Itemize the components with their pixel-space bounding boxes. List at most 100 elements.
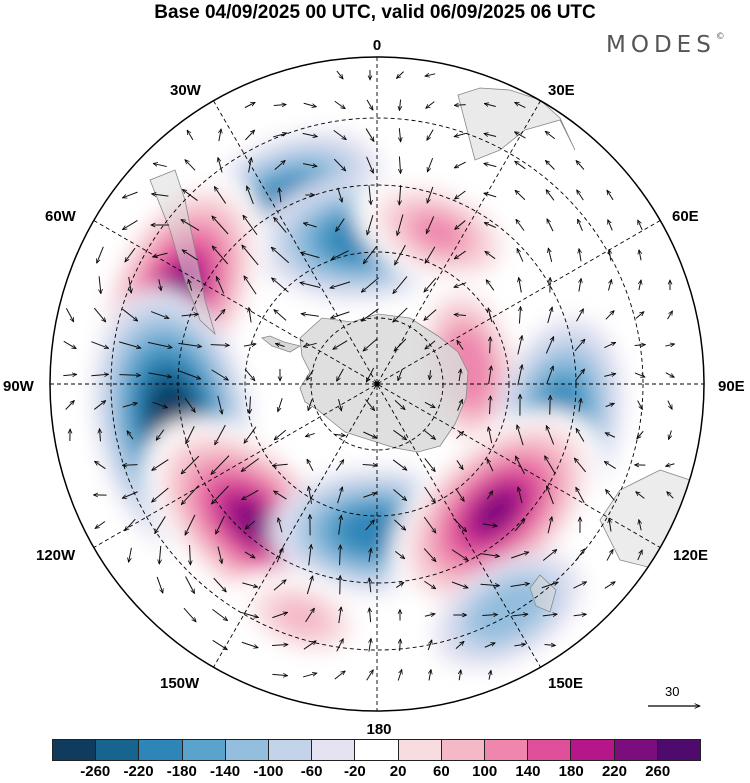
- wind-vector: [369, 548, 371, 562]
- wind-vector: [515, 456, 525, 475]
- lon-label-120e: 120E: [673, 547, 708, 564]
- wind-vector: [365, 128, 374, 142]
- wind-vector: [574, 339, 585, 352]
- wind-vector: [455, 220, 466, 230]
- wind-vector: [667, 400, 673, 410]
- wind-vector: [515, 132, 526, 139]
- wind-vector: [424, 430, 436, 440]
- wind-vector: [667, 311, 673, 320]
- wind-vector: [212, 216, 229, 235]
- wind-vector: [215, 515, 225, 534]
- wind-vector: [249, 308, 251, 323]
- wind-vector: [363, 431, 376, 439]
- wind-vector: [244, 101, 255, 109]
- colorbar-swatch: [398, 740, 442, 760]
- wind-vector: [490, 396, 491, 415]
- wind-vector: [244, 276, 257, 295]
- wind-vector: [459, 670, 461, 681]
- wind-vector: [578, 219, 583, 231]
- colorbar-tick-label: -20: [344, 763, 366, 780]
- wind-vector: [393, 429, 406, 439]
- wind-vector: [545, 456, 556, 475]
- colorbar-tick-label: 20: [389, 763, 407, 780]
- lon-label-180: 180: [366, 721, 391, 738]
- colorbar-tick-label: 220: [601, 763, 627, 780]
- wind-vector: [213, 577, 227, 592]
- wind-vector: [185, 426, 195, 443]
- lon-label-120w: 120W: [36, 547, 76, 564]
- wind-vector: [159, 545, 161, 564]
- wind-vector: [546, 190, 555, 201]
- wind-vector: [454, 105, 466, 106]
- colorbar-swatch: [225, 740, 270, 760]
- colorbar-swatch: [485, 740, 529, 760]
- wind-vector: [575, 369, 584, 382]
- wind-vector: [605, 311, 614, 320]
- colorbar: [52, 739, 701, 761]
- wind-vector: [516, 219, 525, 231]
- lon-label-150w: 150W: [160, 675, 200, 692]
- anomaly-contour: [412, 214, 464, 251]
- wind-vector: [515, 190, 526, 201]
- wind-vector: [573, 614, 587, 616]
- wind-vector: [340, 545, 341, 566]
- wind-vector: [454, 161, 466, 169]
- wind-vector: [125, 247, 136, 262]
- wind-vector: [541, 582, 558, 589]
- wind-vector: [211, 369, 229, 380]
- wind-vector: [546, 366, 554, 385]
- antarctic-peninsula: [261, 335, 302, 353]
- wind-vector: [545, 131, 556, 140]
- wind-vector: [188, 279, 193, 291]
- new-zealand-coast: [529, 574, 557, 613]
- wind-vector: [424, 486, 436, 503]
- wind-vector: [424, 277, 437, 292]
- wind-vector: [484, 222, 496, 228]
- wind-vector: [152, 194, 169, 196]
- wind-vector: [305, 433, 315, 436]
- wind-vector: [159, 279, 161, 290]
- modes-logo: MODES©: [606, 32, 725, 58]
- wind-vector: [244, 426, 257, 444]
- wind-vector: [272, 674, 287, 675]
- wind-vector: [333, 340, 348, 350]
- wind-vector: [396, 71, 404, 79]
- colorbar-tick-label: -60: [300, 763, 323, 780]
- colorbar-swatch: [355, 740, 399, 760]
- wind-vector: [486, 280, 495, 291]
- wind-vector: [339, 607, 341, 624]
- wind-vector: [639, 520, 641, 531]
- wind-vector: [604, 582, 615, 589]
- wind-vector: [424, 401, 435, 409]
- wind-vector: [243, 344, 256, 346]
- copyright-mark: ©: [715, 32, 725, 42]
- wind-vector: [666, 464, 675, 466]
- wind-vector: [455, 190, 466, 199]
- wind-vector: [423, 548, 436, 561]
- wind-vector: [122, 491, 138, 499]
- wind-vector: [303, 673, 317, 678]
- wind-vector: [423, 516, 436, 533]
- wind-vector: [243, 215, 258, 236]
- wind-vector: [95, 521, 106, 528]
- wind-vector: [451, 549, 468, 561]
- wind-vector: [514, 644, 525, 646]
- wind-vector: [127, 431, 134, 440]
- wind-vector: [482, 524, 498, 526]
- wind-vector: [63, 374, 76, 375]
- wind-vector: [276, 548, 283, 563]
- colorbar-swatch: [528, 740, 572, 760]
- colorbar-swatch: [269, 740, 313, 760]
- wind-vector: [365, 399, 374, 410]
- map-title: Base 04/09/2025 00 UTC, valid 06/09/2025…: [154, 2, 596, 23]
- wind-vector: [152, 401, 168, 408]
- wind-vector: [248, 158, 252, 173]
- anomaly-contour: [476, 492, 516, 531]
- wind-vector: [576, 161, 585, 170]
- wind-vector: [399, 185, 400, 205]
- wind-vector: [424, 309, 437, 321]
- wind-vector: [515, 101, 526, 109]
- wind-vector: [274, 217, 287, 233]
- lon-label-30e: 30E: [548, 82, 575, 99]
- colorbar-tick-label: -180: [166, 763, 197, 780]
